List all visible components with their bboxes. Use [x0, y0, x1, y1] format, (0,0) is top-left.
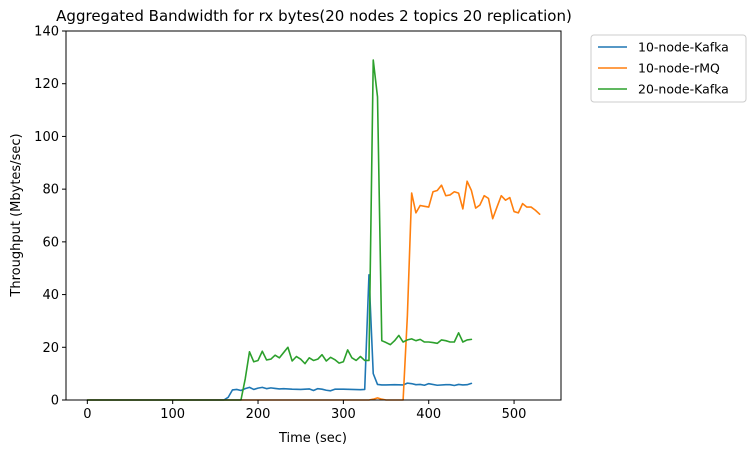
y-tick-label: 40 — [42, 288, 59, 303]
y-axis-ticks: 0 20 40 60 80 100 120 140 — [34, 25, 66, 409]
y-axis-label: Throughput (Mbytes/sec) — [9, 133, 24, 297]
legend-label: 10-node-rMQ — [638, 61, 720, 76]
x-tick-label: 200 — [246, 407, 271, 422]
x-tick-label: 100 — [160, 407, 185, 422]
series-line-3 — [86, 59, 473, 401]
legend-label: 20-node-Kafka — [638, 82, 729, 97]
x-axis-label: Time (sec) — [278, 431, 347, 446]
legend-entries: 10-node-Kafka 10-node-rMQ 20-node-Kafka — [598, 40, 729, 97]
y-tick-label: 80 — [42, 183, 59, 198]
y-tick-label: 60 — [42, 235, 59, 250]
x-tick-label: 300 — [331, 407, 356, 422]
legend-frame — [590, 34, 747, 103]
x-tick-label: 400 — [416, 407, 441, 422]
series-line-2 — [86, 180, 541, 401]
legend: 10-node-Kafka 10-node-rMQ 20-node-Kafka — [590, 34, 747, 103]
x-tick-label: 0 — [83, 407, 91, 422]
y-tick-label: 100 — [34, 130, 59, 145]
plot-area-frame — [65, 30, 562, 401]
y-tick-label: 140 — [34, 25, 59, 40]
legend-label: 10-node-Kafka — [638, 40, 729, 55]
x-tick-label: 500 — [502, 407, 527, 422]
y-tick-label: 20 — [42, 341, 59, 356]
y-tick-label: 0 — [51, 394, 59, 409]
chart-title: Aggregated Bandwidth for rx bytes(20 nod… — [56, 7, 572, 25]
y-tick-label: 120 — [34, 77, 59, 92]
x-axis-ticks: 0 100 200 300 400 500 — [83, 400, 526, 422]
